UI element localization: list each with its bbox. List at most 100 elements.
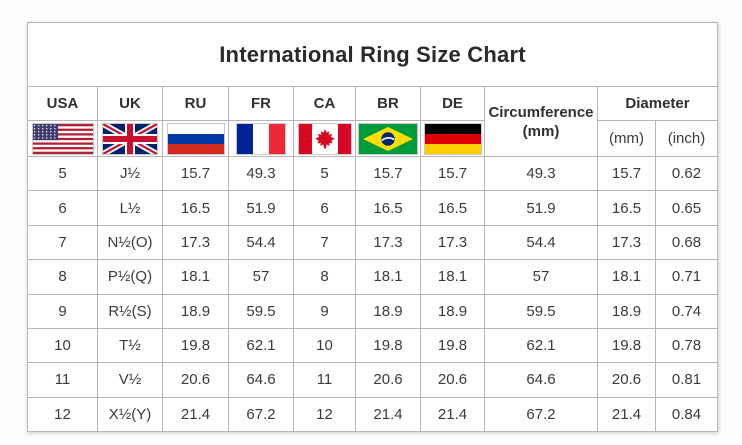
- table-cell: N½(O): [97, 224, 163, 261]
- diameter-inch-header: (inch): [655, 120, 718, 157]
- table-cell: 67.2: [228, 396, 294, 433]
- table-row: 5 J½ 15.7 49.3 5 15.7 15.7 49.3 15.7 0.62: [27, 155, 718, 192]
- flag-canada-icon: [297, 122, 352, 155]
- column-header-diameter: Diameter: [597, 86, 718, 121]
- table-cell: 12: [293, 396, 356, 433]
- table-row: 11 V½ 20.6 64.6 11 20.6 20.6 64.6 20.6 0.81: [27, 362, 718, 398]
- table-cell: 0.84: [655, 396, 718, 433]
- table-cell: 21.4: [355, 396, 421, 433]
- flag-france-icon: [236, 122, 286, 155]
- table-cell: 59.5: [228, 293, 294, 329]
- table-cell: J½: [97, 155, 163, 192]
- ring-size-table: International Ring Size Chart USA UK RU …: [27, 22, 718, 433]
- table-cell: 20.6: [420, 362, 485, 398]
- table-cell: 9: [293, 293, 356, 329]
- table-cell: 8: [293, 259, 356, 295]
- flag-germany-icon: [423, 122, 482, 155]
- table-cell: 15.7: [420, 155, 485, 192]
- column-header-de: DE: [420, 86, 485, 121]
- flag-brazil-icon: [358, 122, 418, 155]
- table-cell: 19.8: [355, 327, 421, 364]
- table-cell: 20.6: [162, 362, 229, 398]
- table-cell: 11: [27, 362, 98, 398]
- table-cell: 21.4: [420, 396, 485, 433]
- flag-cell-br: [355, 120, 421, 157]
- table-cell: 21.4: [162, 396, 229, 433]
- title-row: International Ring Size Chart: [27, 22, 718, 87]
- table-cell: 19.8: [420, 327, 485, 364]
- table-cell: P½(Q): [97, 259, 163, 295]
- table-row: 7 N½(O) 17.3 54.4 7 17.3 17.3 54.4 17.3 0.68: [27, 224, 718, 261]
- table-cell: 6: [293, 190, 356, 226]
- table-cell: 12: [27, 396, 98, 433]
- page-title: International Ring Size Chart: [27, 22, 718, 87]
- table-cell: T½: [97, 327, 163, 364]
- table-cell: 54.4: [484, 224, 598, 261]
- table-cell: 16.5: [597, 190, 656, 226]
- table-cell: 0.81: [655, 362, 718, 398]
- table-cell: 6: [27, 190, 98, 226]
- table-cell: 11: [293, 362, 356, 398]
- flag-uk-icon: [102, 122, 158, 155]
- table-cell: V½: [97, 362, 163, 398]
- table-cell: 20.6: [355, 362, 421, 398]
- table-cell: 18.9: [420, 293, 485, 329]
- table-cell: 9: [27, 293, 98, 329]
- table-cell: 20.6: [597, 362, 656, 398]
- column-header-ru: RU: [162, 86, 229, 121]
- column-header-br: BR: [355, 86, 421, 121]
- table-row: 10 T½ 19.8 62.1 10 19.8 19.8 62.1 19.8 0.78: [27, 327, 718, 364]
- table-cell: 19.8: [597, 327, 656, 364]
- flag-cell-fr: [228, 120, 294, 157]
- table-cell: 19.8: [162, 327, 229, 364]
- table-cell: 18.9: [597, 293, 656, 329]
- flag-cell-ru: [162, 120, 229, 157]
- table-cell: 0.68: [655, 224, 718, 261]
- table-row: 9 R½(S) 18.9 59.5 9 18.9 18.9 59.5 18.9 0.74: [27, 293, 718, 329]
- table-cell: 62.1: [484, 327, 598, 364]
- table-cell: 59.5: [484, 293, 598, 329]
- table-cell: 17.3: [420, 224, 485, 261]
- flag-cell-usa: [27, 120, 98, 157]
- flag-usa-icon: [31, 122, 94, 155]
- flag-cell-uk: [97, 120, 163, 157]
- table-cell: 15.7: [162, 155, 229, 192]
- table-cell: 0.78: [655, 327, 718, 364]
- flag-cell-de: [420, 120, 485, 157]
- column-header-usa: USA: [27, 86, 98, 121]
- table-cell: 49.3: [484, 155, 598, 192]
- table-cell: 0.74: [655, 293, 718, 329]
- column-header-fr: FR: [228, 86, 294, 121]
- column-header-circumference: Circumference (mm): [484, 86, 598, 157]
- table-cell: 8: [27, 259, 98, 295]
- table-cell: 7: [27, 224, 98, 261]
- table-cell: 17.3: [355, 224, 421, 261]
- table-cell: 0.71: [655, 259, 718, 295]
- table-cell: 54.4: [228, 224, 294, 261]
- table-cell: 18.1: [355, 259, 421, 295]
- table-cell: 5: [293, 155, 356, 192]
- table-cell: 7: [293, 224, 356, 261]
- circumference-unit: (mm): [522, 122, 560, 140]
- table-cell: 64.6: [484, 362, 598, 398]
- table-cell: L½: [97, 190, 163, 226]
- table-cell: 51.9: [484, 190, 598, 226]
- flag-cell-ca: [293, 120, 356, 157]
- table-cell: 17.3: [162, 224, 229, 261]
- table-cell: 67.2: [484, 396, 598, 433]
- table-cell: 15.7: [355, 155, 421, 192]
- column-header-ca: CA: [293, 86, 356, 121]
- table-cell: 64.6: [228, 362, 294, 398]
- table-cell: 10: [27, 327, 98, 364]
- table-body: 5 J½ 15.7 49.3 5 15.7 15.7 49.3 15.7 0.62 6 L½ 16.5 5…: [27, 155, 718, 433]
- table-cell: X½(Y): [97, 396, 163, 433]
- table-cell: 5: [27, 155, 98, 192]
- table-cell: R½(S): [97, 293, 163, 329]
- table-cell: 18.1: [162, 259, 229, 295]
- ring-size-chart: International Ring Size Chart USA UK RU …: [27, 22, 718, 433]
- table-cell: 18.9: [355, 293, 421, 329]
- diameter-mm-header: (mm): [597, 120, 656, 157]
- table-cell: 10: [293, 327, 356, 364]
- table-cell: 16.5: [355, 190, 421, 226]
- circumference-label: Circumference: [488, 103, 594, 121]
